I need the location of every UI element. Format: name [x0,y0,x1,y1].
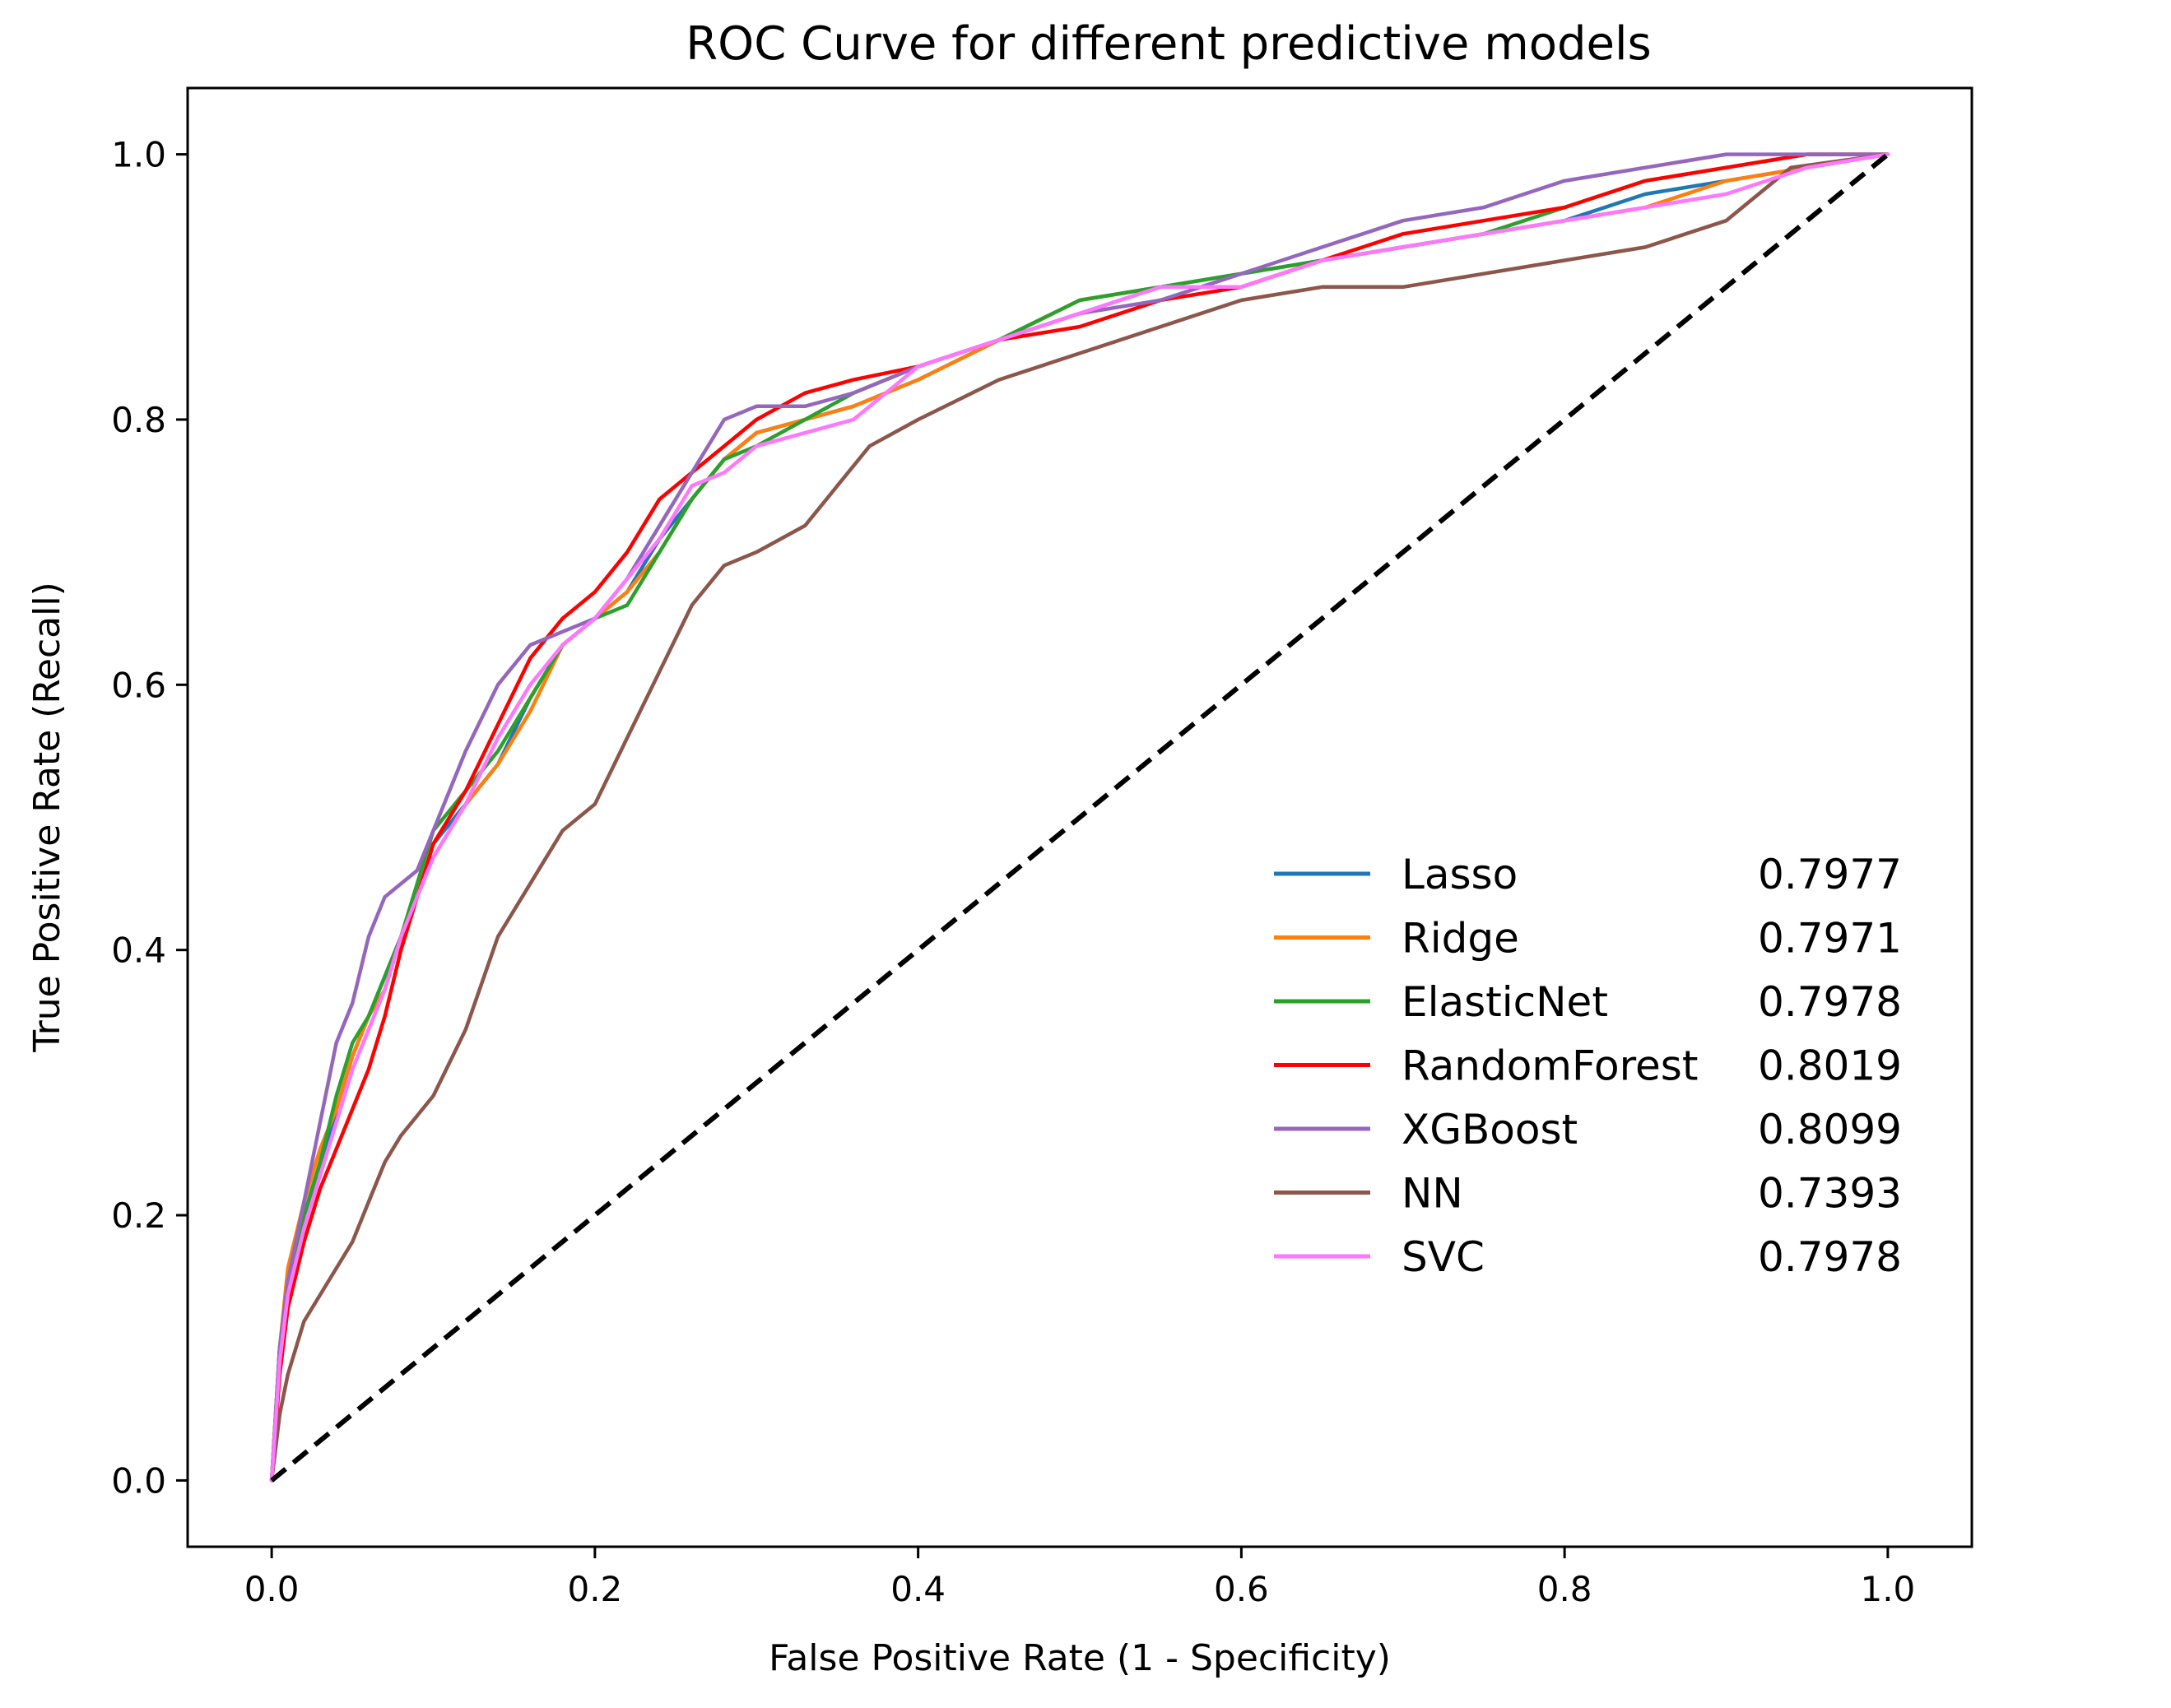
y-tick-label: 0.2 [111,1195,166,1236]
plot-area-frame [186,86,1973,1548]
y-tick-label: 0.0 [111,1460,166,1501]
legend-label-svc: SVC [1402,1233,1485,1281]
legend-label-ridge: Ridge [1402,915,1519,963]
series-lines-layer [269,152,1890,1483]
legend-auc-svc: 0.7978 [1758,1233,1902,1281]
legend-auc-ridge: 0.7971 [1758,915,1902,963]
y-tick-label: 0.8 [111,400,166,440]
legend-auc-elasticnet: 0.7978 [1758,978,1902,1026]
series-line-nn [269,152,1890,1483]
x-tick-label: 0.8 [1537,1569,1592,1609]
chart-title: ROC Curve for different predictive model… [686,17,1651,71]
legend-label-nn: NN [1402,1170,1463,1218]
legend-label-elasticnet: ElasticNet [1402,978,1608,1026]
x-tick-label: 0.2 [567,1569,622,1609]
legend-auc-lasso: 0.7977 [1758,851,1902,898]
y-tick-label: 1.0 [111,135,166,175]
x-tick-label: 1.0 [1860,1569,1915,1609]
legend-label-xgboost: XGBoost [1402,1106,1578,1153]
series-line-svc [269,152,1890,1483]
legend-label-randomforest: RandomForest [1402,1042,1698,1090]
series-line-xgboost [269,152,1890,1483]
x-tick-label: 0.4 [890,1569,946,1609]
y-tick-label: 0.6 [111,665,166,705]
y-axis-label: True Positive Rate (Recall) [26,582,68,1053]
legend-auc-xgboost: 0.8099 [1758,1106,1902,1153]
x-tick-label: 0.6 [1214,1569,1269,1609]
legend-label-lasso: Lasso [1402,851,1518,898]
chance-diagonal-line [270,152,1890,1483]
legend-auc-randomforest: 0.8019 [1758,1042,1902,1090]
legend-auc-nn: 0.7393 [1758,1170,1902,1218]
y-tick-label: 0.4 [111,931,166,971]
x-axis-label: False Positive Rate (1 - Specificity) [769,1637,1391,1679]
legend: Lasso 0.7977 Ridge 0.7971 ElasticNet 0.7978 Ra… [1274,851,1902,1281]
x-tick-label: 0.0 [244,1569,300,1609]
series-line-randomforest [269,152,1890,1483]
ticks-layer: 0.0 0.2 0.4 0.6 0.8 1.0 0.0 0.2 0.4 0.6 0.8 1.0 [111,135,1915,1609]
